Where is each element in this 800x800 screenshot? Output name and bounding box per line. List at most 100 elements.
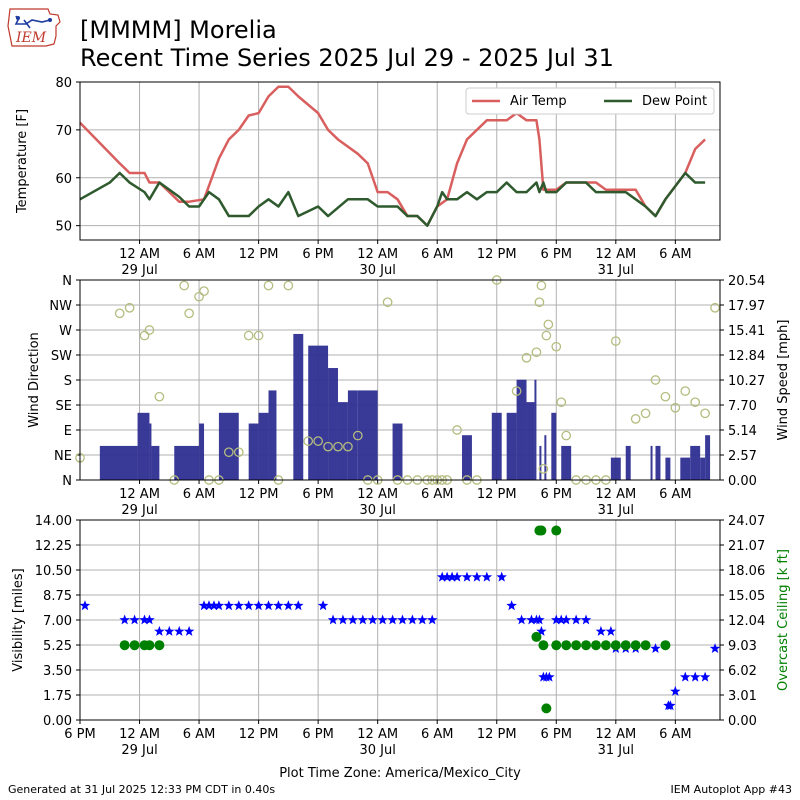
wind-direction-point <box>114 308 125 319</box>
visibility-point <box>293 600 304 611</box>
ceiling-point <box>590 640 601 651</box>
vis-tick-label: 0.00 <box>43 714 72 729</box>
wind-speed-axis-label: Wind Speed [mph] <box>776 320 791 441</box>
wind-speed-tick-label: 10.27 <box>728 374 765 389</box>
wind-speed-bar <box>655 445 661 480</box>
visibility-point <box>203 600 215 611</box>
wind-direction-point <box>139 330 150 341</box>
wind-dir-tick-label: N <box>62 474 72 489</box>
title-line-2: Recent Time Series 2025 Jul 29 - 2025 Ju… <box>80 44 614 72</box>
wind-direction-point <box>303 436 314 446</box>
visibility-point <box>451 571 463 582</box>
vis-tick-label: 14.00 <box>35 514 72 529</box>
x-date-label: 30 Jul <box>359 503 395 518</box>
wind-dir-tick-label: E <box>64 424 72 439</box>
visibility-point <box>650 643 661 653</box>
visibility-point <box>397 614 408 625</box>
wind-speed-bar <box>337 402 348 480</box>
visibility-point <box>436 571 448 582</box>
x-tick-label: 6 PM <box>541 487 572 502</box>
visibility-point <box>377 614 388 625</box>
wind-speed-bar <box>516 379 527 480</box>
x-date-label: 31 Jul <box>598 503 634 518</box>
wind-speed-bar <box>551 412 557 480</box>
x-tick-label: 12 AM <box>119 487 160 502</box>
visibility-point <box>670 685 681 696</box>
wind-direction-point <box>313 436 323 446</box>
wind-speed-bar <box>151 445 160 480</box>
vis-tick-label: 5.25 <box>43 639 72 654</box>
x-tick-label: 12 AM <box>357 247 398 262</box>
ceiling-tick-label: 12.04 <box>728 614 765 629</box>
wind-direction-point <box>630 414 641 424</box>
wind-direction-point <box>538 464 549 474</box>
x-tick-label: 12 AM <box>119 247 160 262</box>
x-tick-label: 12 PM <box>239 247 279 262</box>
ceiling-point <box>561 640 572 651</box>
visibility-point <box>387 614 398 625</box>
visibility-point <box>139 614 150 625</box>
visibility-axis-label: Visibility [miles] <box>11 568 26 671</box>
wind-speed-tick-label: 7.70 <box>728 399 757 414</box>
ceiling-point <box>630 640 641 651</box>
visibility-point <box>690 671 701 682</box>
wind-direction-point <box>243 330 254 341</box>
visibility-point <box>506 600 517 611</box>
x-tick-label: 12 AM <box>595 727 636 742</box>
visibility-point <box>407 614 418 625</box>
visibility-point <box>327 614 339 625</box>
x-tick-label: 6 AM <box>659 727 692 742</box>
wind-direction-point <box>610 336 621 346</box>
wind-direction-point <box>700 408 710 419</box>
ceiling-tick-label: 15.05 <box>728 589 765 604</box>
vis-tick-label: 12.25 <box>35 539 72 554</box>
visibility-point <box>119 614 130 625</box>
vis-tick-label: 10.50 <box>35 564 72 579</box>
visibility-point <box>144 614 155 625</box>
ceiling-point <box>551 640 562 651</box>
temp-y-tick-label: 60 <box>55 172 72 187</box>
vis-tick-label: 1.75 <box>43 689 72 704</box>
visibility-point <box>283 600 294 611</box>
wind-speed-bar <box>526 402 535 480</box>
wind-speed-bar <box>347 390 358 480</box>
wind-direction-point <box>551 341 562 352</box>
x-tick-label: 6 PM <box>541 727 572 742</box>
svg-text:IEM: IEM <box>15 30 47 46</box>
wind-direction-point <box>154 391 165 402</box>
visibility-point <box>709 643 721 653</box>
ceiling-point <box>541 703 552 714</box>
ceiling-point <box>551 525 562 536</box>
x-tick-label: 6 PM <box>64 727 95 742</box>
visibility-point <box>417 614 428 625</box>
wind-dir-tick-label: NW <box>49 299 72 314</box>
x-date-label: 31 Jul <box>598 743 634 758</box>
wind-direction-point <box>233 447 244 458</box>
wind-direction-point <box>521 352 532 363</box>
wind-direction-axis-label: Wind Direction <box>27 332 42 428</box>
visibility-point <box>367 614 378 625</box>
visibility-point <box>516 614 527 625</box>
wind-speed-bar <box>650 445 653 480</box>
wind-speed-bar <box>218 412 239 480</box>
wind-speed-bar <box>149 423 152 480</box>
x-date-label: 29 Jul <box>121 263 157 278</box>
wind-direction-point <box>536 280 547 291</box>
wind-speed-bar <box>137 412 140 480</box>
x-tick-label: 12 AM <box>595 247 636 262</box>
ceiling-point <box>640 640 651 651</box>
wind-speed-bar <box>248 423 259 480</box>
wind-direction-point <box>670 402 681 413</box>
x-tick-label: 12 PM <box>477 247 517 262</box>
wind-direction-point <box>511 386 522 396</box>
wind-direction-point <box>179 280 190 291</box>
ceiling-tick-label: 9.03 <box>728 639 757 654</box>
wind-speed-bar <box>544 435 547 480</box>
x-tick-label: 6 PM <box>302 487 333 502</box>
visibility-point <box>337 614 349 625</box>
visibility-point <box>536 625 547 636</box>
visibility-point <box>253 600 264 611</box>
wind-speed-tick-label: 17.97 <box>728 299 765 314</box>
x-tick-label: 6 AM <box>659 487 692 502</box>
visibility-point <box>263 600 274 611</box>
